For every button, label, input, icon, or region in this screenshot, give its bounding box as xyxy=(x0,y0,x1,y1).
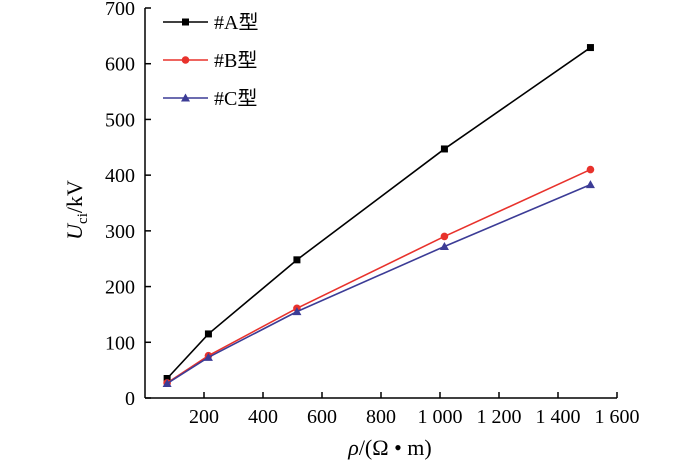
y-axis-title: Uci/kV xyxy=(62,180,91,240)
series-a-point xyxy=(586,44,594,52)
legend-swatch-marker xyxy=(181,93,190,102)
y-tick-label: 600 xyxy=(105,54,135,76)
legend-label: #B型 xyxy=(214,49,257,72)
legend: #A型 #B型 #C型 xyxy=(163,11,258,110)
series-c-line xyxy=(166,183,591,385)
series-c xyxy=(162,180,595,388)
y-axis-title-var: U xyxy=(62,222,87,240)
series-a-point xyxy=(204,330,212,338)
series-a-point xyxy=(440,145,448,153)
y-tick-label: 200 xyxy=(105,277,135,299)
x-tick-label: 1 600 xyxy=(595,406,640,428)
x-axis-title-var: ρ xyxy=(347,435,359,460)
legend-swatch-marker xyxy=(182,18,189,26)
y-axis-title-sub: ci xyxy=(75,213,91,224)
series-layer xyxy=(162,44,595,388)
series-a-point xyxy=(163,375,171,382)
series-c-point xyxy=(292,307,302,316)
legend-item-a: #A型 xyxy=(163,11,258,34)
series-c-point xyxy=(585,180,595,189)
series-b-point xyxy=(586,165,595,174)
x-tick-label: 400 xyxy=(248,406,278,428)
legend-label: #C型 xyxy=(214,87,257,110)
y-tick-label: 100 xyxy=(105,332,135,354)
legend-swatch-marker xyxy=(181,56,190,64)
x-axis-ticks: 200 400 600 800 1 000 1 200 1 400 1 600 xyxy=(189,392,640,428)
series-a-point xyxy=(293,256,301,264)
y-tick-label: 500 xyxy=(105,109,135,131)
x-tick-label: 1 200 xyxy=(477,406,522,428)
x-tick-label: 1 000 xyxy=(418,406,463,428)
legend-item-b: #B型 xyxy=(163,49,257,72)
legend-item-c: #C型 xyxy=(163,87,257,110)
y-tick-label: 0 xyxy=(125,388,135,410)
y-tick-label: 400 xyxy=(105,165,135,187)
x-axis-title-unit: /(Ω • m) xyxy=(359,435,432,460)
x-axis-title: ρ/(Ω • m) xyxy=(347,435,432,460)
series-c-point xyxy=(162,379,172,388)
x-tick-label: 800 xyxy=(366,406,396,428)
series-c-point xyxy=(439,241,449,250)
series-a xyxy=(163,44,594,382)
y-tick-label: 300 xyxy=(105,221,135,243)
series-b-point xyxy=(440,232,449,241)
series-c-point xyxy=(203,352,213,361)
y-tick-label: 700 xyxy=(105,0,135,20)
x-tick-label: 600 xyxy=(307,406,337,428)
x-tick-label: 1 400 xyxy=(536,406,581,428)
y-axis-ticks: 0 100 200 300 400 500 600 700 xyxy=(105,0,151,410)
y-axis-title-unit: /kV xyxy=(62,180,87,213)
x-tick-label: 200 xyxy=(189,406,219,428)
legend-label: #A型 xyxy=(214,11,258,34)
